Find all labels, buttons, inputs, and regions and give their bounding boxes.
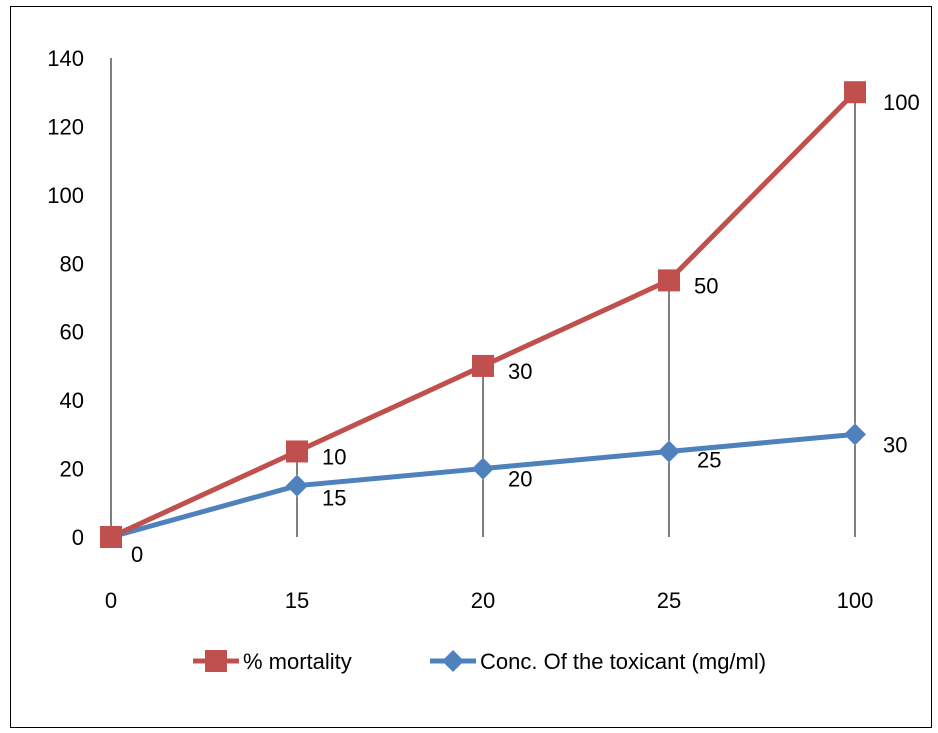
data-labels: 0 15 20 25 30 10 30 50 100 (131, 90, 920, 567)
legend-label: Conc. Of the toxicant (mg/ml) (480, 649, 766, 674)
x-tick-label: 15 (285, 588, 309, 613)
series-layer (100, 81, 866, 548)
concentration-marker (844, 423, 866, 446)
chart-frame (10, 6, 932, 728)
data-label: 15 (322, 486, 346, 511)
data-label: 30 (883, 432, 907, 457)
concentration-marker (658, 440, 680, 463)
y-tick-label: 80 (60, 251, 84, 276)
y-tick-label: 40 (60, 388, 84, 413)
mortality-marker (472, 354, 494, 377)
legend-marker (442, 650, 464, 672)
y-tick-label: 60 (60, 320, 84, 345)
data-label: 0 (131, 542, 143, 567)
mortality-marker (658, 269, 680, 292)
x-tick-label: 20 (471, 588, 495, 613)
y-axis-ticks: 0 20 40 60 80 100 120 140 (47, 46, 84, 550)
y-tick-label: 20 (60, 457, 84, 482)
y-tick-label: 0 (72, 525, 84, 550)
y-tick-label: 100 (47, 183, 84, 208)
y-tick-label: 120 (47, 114, 84, 139)
y-tick-label: 140 (47, 46, 84, 71)
data-label: 20 (508, 467, 532, 492)
x-tick-label: 100 (837, 588, 874, 613)
data-label: 30 (508, 359, 532, 384)
legend-label: % mortality (243, 649, 352, 674)
mortality-marker (100, 526, 122, 548)
x-axis-ticks: 0 15 20 25 100 (105, 588, 873, 613)
concentration-marker (286, 474, 308, 497)
data-label: 50 (694, 273, 718, 298)
x-tick-label: 25 (657, 588, 681, 613)
mortality-marker (286, 440, 308, 463)
mortality-marker (844, 81, 866, 104)
drop-lines (296, 92, 856, 537)
x-tick-label: 0 (105, 588, 117, 613)
legend-marker (205, 650, 227, 672)
data-label: 10 (322, 444, 346, 469)
data-label: 100 (883, 90, 920, 115)
concentration-marker (472, 457, 494, 480)
legend: % mortality Conc. Of the toxicant (mg/ml) (193, 649, 766, 674)
data-label: 25 (697, 447, 721, 472)
